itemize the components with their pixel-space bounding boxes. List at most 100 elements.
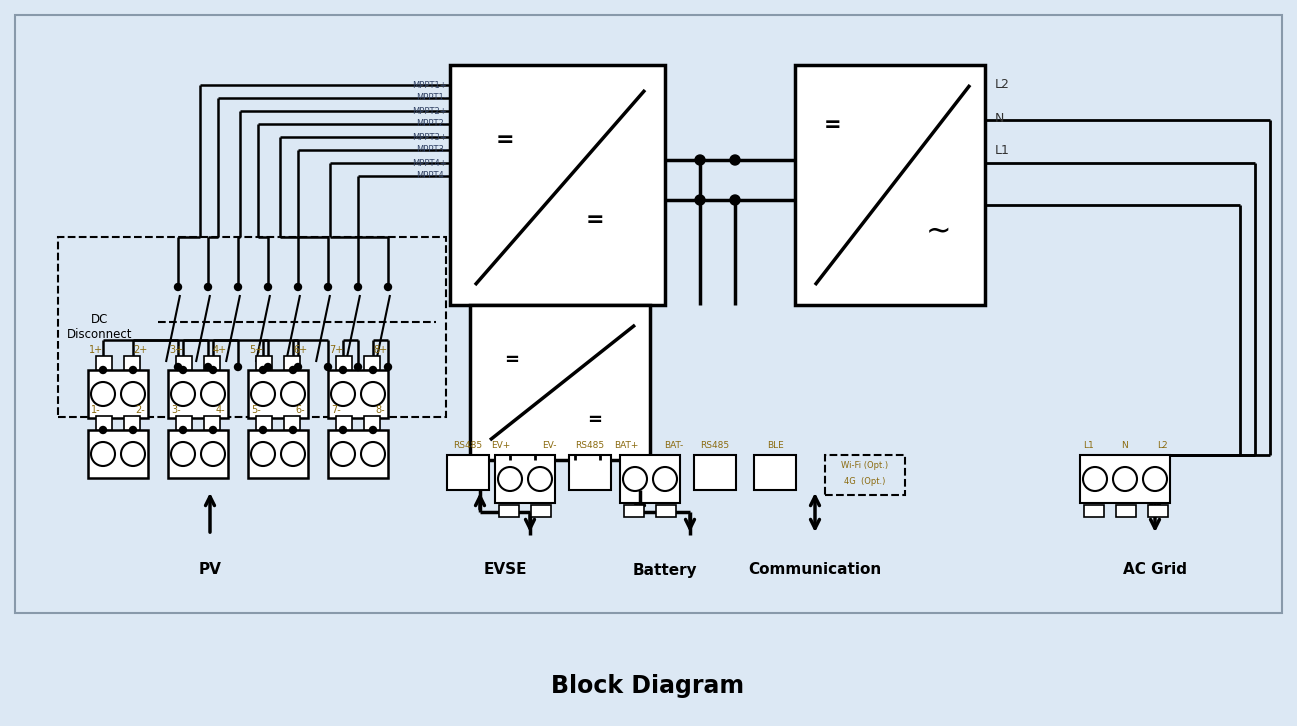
Circle shape (175, 283, 182, 290)
Circle shape (324, 364, 332, 370)
Bar (284, 356, 300, 370)
Bar (248, 370, 307, 418)
Circle shape (528, 467, 553, 491)
Bar (795, 65, 984, 305)
Text: 6-: 6- (296, 405, 305, 415)
Text: 7+: 7+ (329, 345, 344, 355)
Bar (88, 430, 148, 478)
Text: MPPT3+: MPPT3+ (412, 133, 447, 142)
Text: 8+: 8+ (374, 345, 387, 355)
Bar (1084, 505, 1104, 517)
Circle shape (201, 382, 224, 406)
Text: =: = (505, 351, 520, 369)
Text: $\sim$: $\sim$ (920, 216, 951, 245)
Text: MPPT3-: MPPT3- (416, 145, 447, 155)
Circle shape (623, 467, 647, 491)
Circle shape (340, 426, 346, 433)
Circle shape (1113, 467, 1137, 491)
Circle shape (354, 283, 362, 290)
Circle shape (100, 426, 106, 433)
Text: BAT+: BAT+ (613, 441, 638, 450)
Bar (256, 416, 272, 430)
Bar (1115, 505, 1136, 517)
Circle shape (179, 367, 187, 373)
Text: 1-: 1- (91, 405, 101, 415)
Circle shape (175, 364, 182, 370)
Bar (450, 65, 665, 305)
Bar (125, 416, 140, 430)
Circle shape (384, 283, 392, 290)
Text: BLE: BLE (767, 441, 783, 450)
Circle shape (340, 367, 346, 373)
Text: MPPT4-: MPPT4- (416, 171, 447, 181)
Bar (336, 416, 351, 430)
Bar (96, 416, 112, 430)
Circle shape (294, 364, 301, 370)
Bar (470, 305, 650, 460)
Text: 1+: 1+ (89, 345, 102, 355)
Text: Wi-Fi (Opt.): Wi-Fi (Opt.) (842, 460, 888, 470)
Bar (694, 455, 735, 490)
Text: EV+: EV+ (492, 441, 511, 450)
Circle shape (695, 155, 706, 165)
Text: 3+: 3+ (169, 345, 183, 355)
Circle shape (695, 195, 706, 205)
Text: 4+: 4+ (213, 345, 227, 355)
Bar (204, 416, 220, 430)
Text: Block Diagram: Block Diagram (551, 674, 744, 698)
Text: DC
Disconnect: DC Disconnect (67, 313, 132, 341)
Circle shape (281, 442, 305, 466)
Circle shape (130, 426, 136, 433)
Text: 5+: 5+ (249, 345, 263, 355)
Bar (620, 455, 680, 503)
Circle shape (171, 442, 195, 466)
Circle shape (730, 155, 741, 165)
Circle shape (91, 442, 115, 466)
Bar (754, 455, 796, 490)
Bar (495, 455, 555, 503)
Text: L1: L1 (995, 144, 1010, 158)
Bar (530, 505, 551, 517)
Text: Battery: Battery (633, 563, 698, 577)
Circle shape (1143, 467, 1167, 491)
Text: EV-: EV- (542, 441, 556, 450)
Text: =: = (586, 210, 604, 230)
Circle shape (498, 467, 521, 491)
Circle shape (210, 367, 217, 373)
Bar (169, 370, 228, 418)
Circle shape (252, 382, 275, 406)
Circle shape (652, 467, 677, 491)
Circle shape (235, 364, 241, 370)
Text: 4-: 4- (215, 405, 224, 415)
Circle shape (121, 442, 145, 466)
Bar (447, 455, 489, 490)
Circle shape (354, 364, 362, 370)
Circle shape (201, 442, 224, 466)
Bar (1148, 505, 1169, 517)
Circle shape (370, 426, 376, 433)
Text: =: = (824, 115, 842, 135)
Circle shape (324, 283, 332, 290)
Circle shape (361, 382, 385, 406)
Bar (328, 370, 388, 418)
Circle shape (730, 195, 741, 205)
Bar (169, 430, 228, 478)
Circle shape (265, 283, 271, 290)
Bar (364, 416, 380, 430)
Circle shape (361, 442, 385, 466)
Text: AC Grid: AC Grid (1123, 563, 1187, 577)
Text: PV: PV (198, 563, 222, 577)
Bar (336, 356, 351, 370)
Bar (88, 370, 148, 418)
Bar (1080, 455, 1170, 503)
Text: 7-: 7- (331, 405, 341, 415)
Circle shape (252, 442, 275, 466)
Text: N: N (1122, 441, 1128, 450)
Circle shape (281, 382, 305, 406)
Text: N: N (995, 112, 1004, 124)
Circle shape (384, 364, 392, 370)
Circle shape (91, 382, 115, 406)
Bar (656, 505, 676, 517)
Bar (204, 356, 220, 370)
Bar (125, 356, 140, 370)
